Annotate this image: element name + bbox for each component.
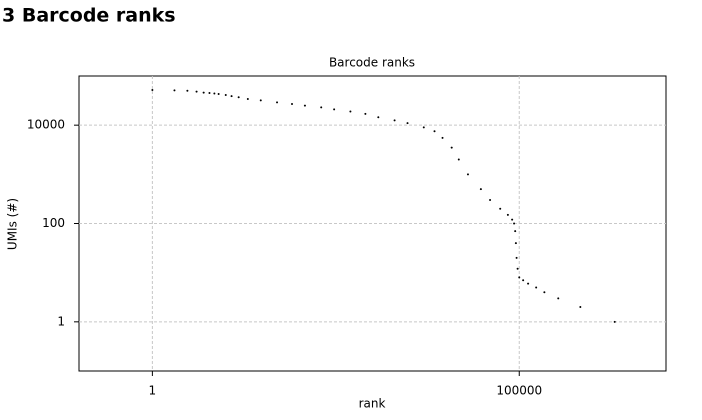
point: [208, 92, 211, 95]
point: [489, 199, 492, 202]
point: [579, 306, 582, 309]
point: [516, 267, 519, 270]
x-tick-label: 1: [149, 384, 157, 398]
point: [333, 108, 336, 111]
y-tick-label: 10000: [27, 118, 65, 132]
x-axis-label: rank: [359, 397, 386, 411]
point: [499, 207, 502, 210]
point: [613, 320, 616, 323]
point: [291, 102, 294, 105]
point: [246, 98, 249, 101]
point: [320, 106, 323, 109]
point: [457, 158, 460, 161]
point: [433, 130, 436, 133]
point: [303, 104, 306, 107]
point: [522, 279, 525, 282]
point: [186, 89, 189, 92]
point: [377, 116, 380, 119]
point: [441, 136, 444, 139]
point: [213, 92, 216, 95]
point: [514, 242, 517, 245]
point: [479, 188, 482, 191]
point: [450, 146, 453, 149]
point: [202, 91, 205, 94]
y-tick-label: 1: [57, 314, 65, 328]
point: [230, 95, 233, 98]
point: [393, 119, 396, 122]
y-tick-label: 100: [42, 216, 65, 230]
point: [173, 89, 176, 92]
point: [259, 99, 262, 102]
point: [276, 101, 279, 104]
section-heading: 3 Barcode ranks: [2, 5, 176, 27]
point: [364, 112, 367, 115]
point: [349, 110, 352, 113]
point: [543, 291, 546, 294]
point: [506, 213, 509, 216]
point: [513, 222, 516, 225]
point: [224, 94, 227, 97]
point: [406, 122, 409, 125]
y-axis-label: UMIs (#): [6, 198, 20, 250]
plot-frame: [78, 75, 667, 372]
point: [237, 96, 240, 99]
chart-title: Barcode ranks: [329, 56, 415, 70]
point: [422, 126, 425, 129]
point: [527, 282, 530, 285]
x-tick-label: 100000: [496, 384, 542, 398]
point: [518, 276, 521, 279]
point: [195, 90, 198, 93]
point: [557, 297, 560, 300]
point: [535, 286, 538, 289]
point: [514, 230, 517, 233]
point: [466, 173, 469, 176]
point: [217, 93, 220, 96]
point: [515, 256, 518, 259]
point: [511, 218, 514, 221]
point: [151, 88, 154, 91]
